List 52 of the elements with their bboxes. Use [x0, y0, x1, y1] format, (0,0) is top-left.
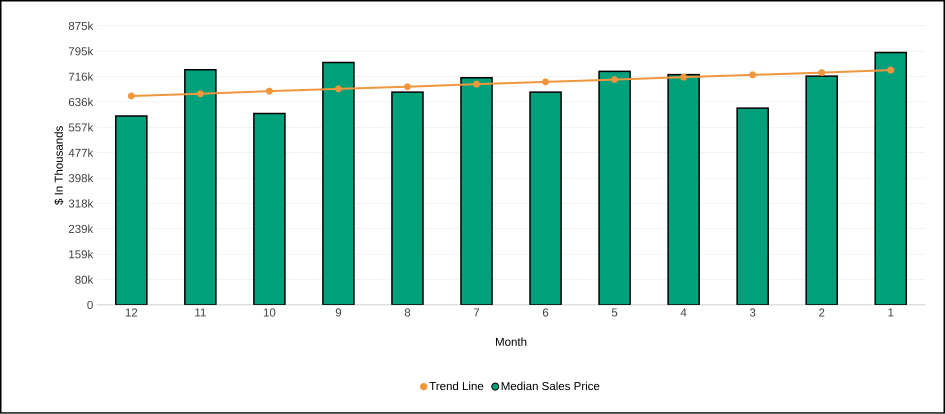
x-tick-label: 6 [542, 308, 548, 317]
y-tick-label: 477k [68, 148, 94, 157]
x-tick-label: 8 [404, 308, 410, 317]
bar [460, 77, 493, 306]
y-tick-label: 318k [68, 199, 94, 208]
bar [805, 76, 838, 306]
x-tick-label: 3 [750, 308, 756, 317]
x-tick-label: 12 [126, 308, 138, 317]
point [611, 76, 618, 84]
y-tick-label: 636k [68, 98, 94, 106]
y-tick-label: 716k [68, 72, 94, 81]
y-axis-title: $ In Thousands [54, 126, 64, 206]
point [473, 80, 480, 88]
y-tick-label: 239k [68, 224, 94, 234]
point [196, 90, 204, 98]
point [680, 74, 688, 81]
bar [598, 70, 631, 306]
x-tick-label: 5 [612, 308, 618, 317]
y-tick-label: 875k [68, 22, 94, 30]
x-tick-label: 9 [336, 308, 342, 317]
bar [322, 62, 355, 306]
bar [667, 74, 700, 306]
bar [736, 107, 769, 306]
point [266, 88, 273, 95]
x-tick-label: 11 [195, 308, 206, 316]
point [749, 72, 756, 79]
point [818, 69, 826, 76]
bar [115, 115, 148, 306]
x-tick-label: 4 [680, 308, 686, 316]
x-axis-title: Month [496, 338, 526, 346]
bar [184, 69, 217, 306]
bar [391, 92, 424, 306]
y-tick-label: 0 [87, 300, 93, 310]
legend-label: Median Sales Price [502, 382, 600, 390]
point [334, 86, 342, 93]
y-tick-label: 795k [68, 47, 94, 56]
legend-label: Trend Line [429, 382, 484, 390]
bar [253, 112, 286, 306]
bar [529, 92, 562, 306]
y-tick-label: 159k [69, 250, 94, 259]
x-tick-label: 1 [888, 308, 894, 316]
y-tick-label: 80k [75, 275, 94, 284]
bar [874, 52, 908, 306]
point [128, 92, 135, 100]
y-tick-label: 557k [68, 123, 94, 132]
point [542, 78, 550, 86]
x-tick-label: 2 [819, 308, 824, 317]
x-tick-label: 10 [264, 308, 276, 317]
x-tick-label: 7 [474, 308, 480, 316]
y-tick-label: 398k [68, 174, 94, 182]
point [404, 83, 411, 90]
point [887, 66, 894, 74]
